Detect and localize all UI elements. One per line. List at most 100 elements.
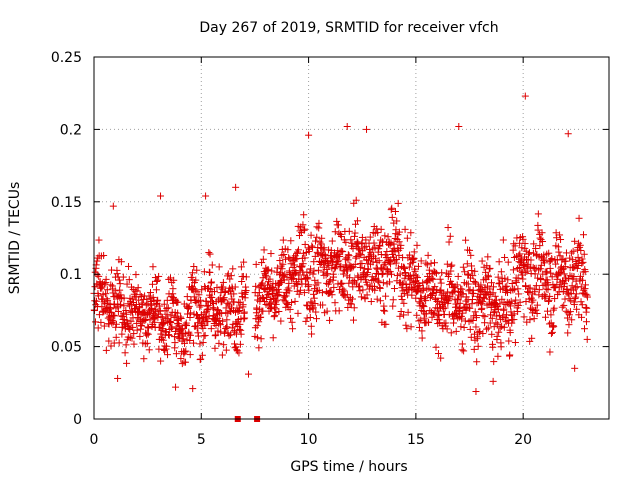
y-tick-label: 0.1 <box>60 267 82 283</box>
data-point <box>167 318 175 326</box>
data-point <box>303 301 311 309</box>
data-point <box>159 313 167 321</box>
data-point <box>464 270 472 278</box>
data-point <box>112 323 120 331</box>
data-point <box>403 234 411 242</box>
data-point <box>286 305 294 313</box>
data-point <box>494 273 502 281</box>
data-point <box>523 288 531 296</box>
data-point <box>239 301 247 309</box>
data-point <box>486 295 494 303</box>
data-point <box>227 331 235 339</box>
data-point <box>480 294 488 302</box>
data-point <box>469 272 477 280</box>
data-point <box>145 324 153 332</box>
data-point <box>348 239 356 247</box>
data-point <box>351 229 359 237</box>
data-point <box>310 294 318 302</box>
data-point <box>550 304 558 312</box>
data-point <box>566 254 574 262</box>
data-point <box>363 291 371 299</box>
data-point <box>542 313 550 321</box>
data-point <box>284 246 292 254</box>
data-point <box>260 246 268 254</box>
data-point <box>195 291 203 299</box>
data-point <box>133 287 141 295</box>
data-point <box>117 301 125 309</box>
data-point <box>546 292 554 300</box>
axis-ticks: 0 5 10 15 20 0 0.05 0.1 0.15 0.2 0.25 <box>51 50 609 448</box>
data-point <box>418 334 426 342</box>
data-point <box>514 308 522 316</box>
data-point <box>279 260 287 268</box>
data-point <box>94 324 102 332</box>
data-point <box>225 332 233 340</box>
data-point <box>397 241 405 249</box>
data-point <box>123 316 131 324</box>
data-point <box>334 221 342 229</box>
data-point <box>197 301 205 309</box>
data-point <box>240 258 248 266</box>
notable-point <box>455 123 463 131</box>
data-point <box>155 272 163 280</box>
data-point <box>350 276 358 284</box>
data-point <box>313 223 321 231</box>
data-point <box>203 306 211 314</box>
data-point <box>115 339 123 347</box>
data-point <box>447 329 455 337</box>
data-point <box>409 258 417 266</box>
data-point <box>113 270 121 278</box>
data-point <box>580 231 588 239</box>
data-point <box>201 331 209 339</box>
data-point <box>168 323 176 331</box>
data-point <box>296 227 304 235</box>
data-point <box>236 320 244 328</box>
data-point <box>331 299 339 307</box>
data-point <box>258 259 266 267</box>
data-point <box>413 274 421 282</box>
data-point <box>489 343 497 351</box>
data-point <box>388 270 396 278</box>
data-point <box>545 249 553 257</box>
data-point <box>196 340 204 348</box>
data-point <box>185 302 193 310</box>
data-point <box>154 296 162 304</box>
data-point <box>545 296 553 304</box>
data-point <box>255 289 263 297</box>
data-point <box>446 232 454 240</box>
data-point <box>143 329 151 337</box>
data-point <box>344 251 352 259</box>
notable-point <box>305 131 313 139</box>
data-point <box>136 332 144 340</box>
data-point <box>137 322 145 330</box>
data-point <box>464 280 472 288</box>
data-point <box>123 359 131 367</box>
data-point <box>461 317 469 325</box>
data-point <box>123 280 131 288</box>
data-point <box>517 267 525 275</box>
data-point <box>528 334 536 342</box>
data-point <box>446 293 454 301</box>
data-point <box>396 312 404 320</box>
data-point <box>294 281 302 289</box>
data-point <box>532 244 540 252</box>
data-point <box>511 242 519 250</box>
data-point <box>208 294 216 302</box>
data-point <box>493 332 501 340</box>
data-point <box>466 246 474 254</box>
data-point <box>412 272 420 280</box>
data-point <box>259 307 267 315</box>
data-point <box>283 299 291 307</box>
data-point <box>91 318 99 326</box>
data-point <box>479 298 487 306</box>
data-point <box>308 242 316 250</box>
data-point <box>436 275 444 283</box>
data-point <box>492 296 500 304</box>
data-point <box>566 308 574 316</box>
data-point <box>314 279 322 287</box>
data-point <box>278 265 286 273</box>
data-point <box>192 276 200 284</box>
data-point <box>535 266 543 274</box>
data-point <box>237 263 245 271</box>
data-point <box>359 247 367 255</box>
